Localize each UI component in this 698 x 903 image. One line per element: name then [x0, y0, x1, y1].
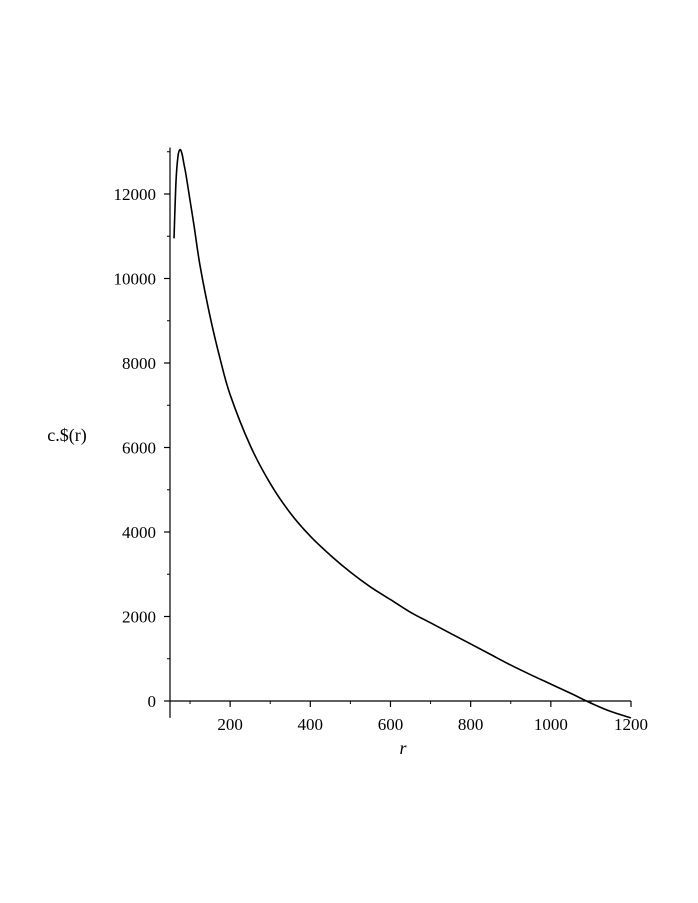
x-tick-label-800: 800	[458, 715, 484, 734]
y-tick-label-2000: 2000	[122, 608, 156, 627]
axes: 0 2000 4000 6000 8000 10000 12000 200 400 600 800 1…	[114, 147, 648, 734]
plot-area	[173, 148, 632, 719]
x-tick-label-1200: 1200	[614, 715, 648, 734]
x-tick-label-600: 600	[378, 715, 404, 734]
y-tick-label-0: 0	[148, 692, 157, 711]
x-tick-label-400: 400	[298, 715, 324, 734]
x-tick-label-1000: 1000	[534, 715, 568, 734]
series-line-0	[173, 148, 632, 719]
y-tick-label-6000: 6000	[122, 439, 156, 458]
y-tick-label-12000: 12000	[114, 185, 157, 204]
y-tick-label-4000: 4000	[122, 523, 156, 542]
x-tick-label-200: 200	[217, 715, 243, 734]
y-axis-label: c.$(r)	[47, 425, 86, 446]
y-tick-label-8000: 8000	[122, 354, 156, 373]
x-axis-label: r	[399, 738, 407, 758]
y-tick-label-10000: 10000	[114, 270, 157, 289]
